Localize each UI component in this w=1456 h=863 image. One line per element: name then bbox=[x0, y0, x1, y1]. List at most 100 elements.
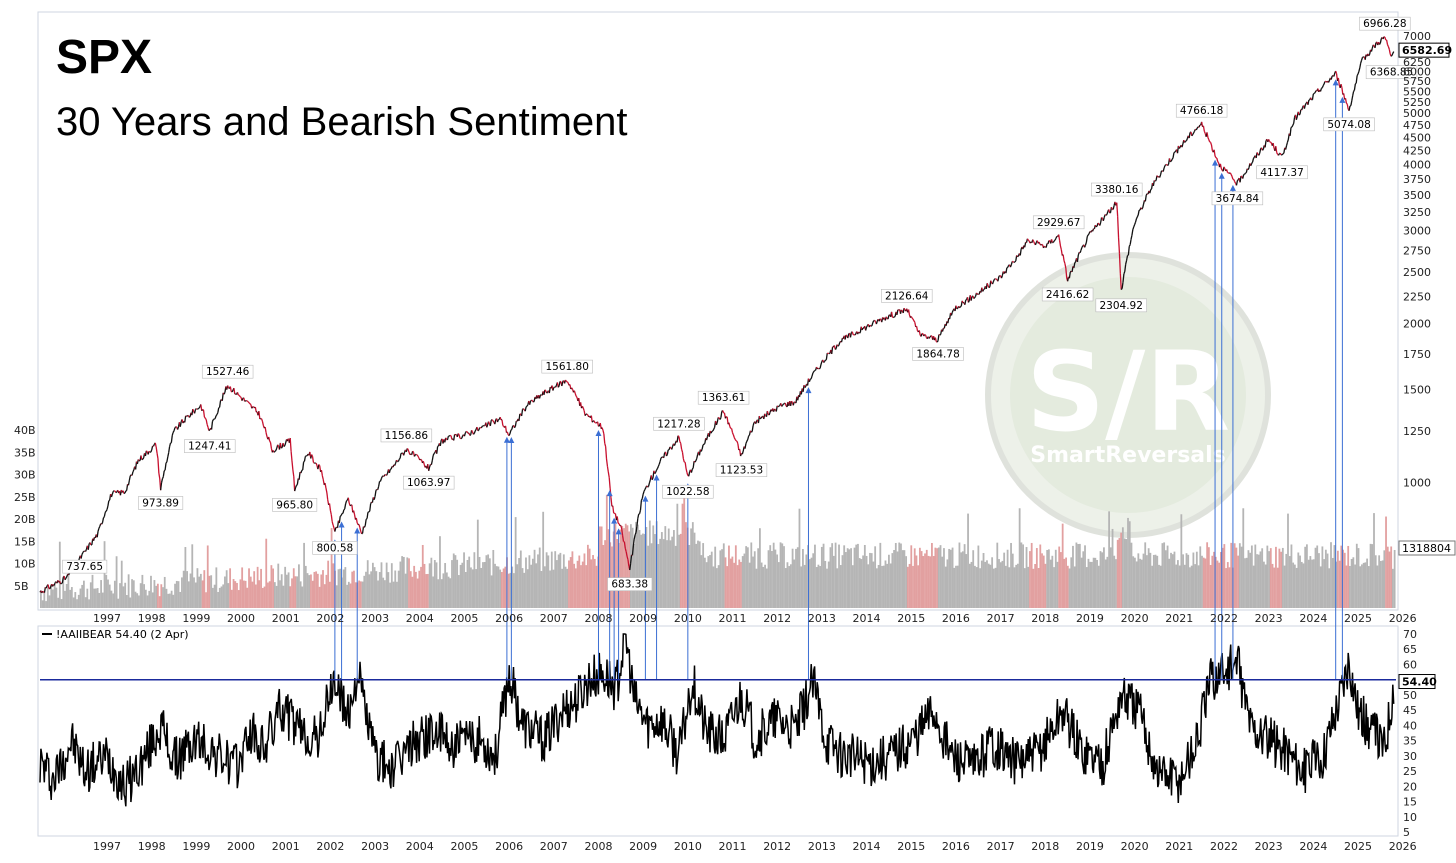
volume-bar bbox=[873, 562, 875, 608]
price-segment bbox=[359, 524, 360, 527]
volume-bar bbox=[1266, 546, 1268, 608]
signal-arrow-head bbox=[607, 490, 613, 496]
volume-bar bbox=[312, 581, 314, 608]
volume-bar bbox=[678, 535, 680, 608]
volume-bar bbox=[1359, 566, 1361, 608]
price-segment bbox=[606, 447, 607, 459]
price-segment bbox=[205, 418, 206, 419]
volume-bar bbox=[769, 545, 771, 608]
price-segment bbox=[720, 418, 721, 420]
volume-bar bbox=[281, 574, 283, 608]
price-segment bbox=[814, 370, 815, 371]
x-tick-label-top: 2023 bbox=[1255, 612, 1283, 625]
volume-bar bbox=[518, 558, 520, 608]
price-segment bbox=[46, 586, 47, 588]
volume-bar bbox=[1031, 543, 1033, 608]
price-segment bbox=[1379, 43, 1380, 44]
volume-bar bbox=[1089, 562, 1091, 608]
volume-bar bbox=[119, 583, 121, 608]
price-segment bbox=[545, 390, 546, 391]
volume-bar bbox=[379, 572, 381, 608]
volume-bar bbox=[776, 555, 778, 608]
volume-bar bbox=[1043, 556, 1045, 608]
price-segment bbox=[98, 528, 99, 531]
sentiment-last-value: 54.40 bbox=[1402, 676, 1437, 689]
volume-bar bbox=[313, 572, 315, 608]
volume-bar bbox=[952, 548, 954, 608]
price-segment bbox=[266, 433, 267, 437]
price-segment bbox=[1093, 229, 1094, 232]
price-segment bbox=[872, 323, 873, 326]
volume-bar bbox=[408, 558, 410, 608]
volume-bar bbox=[575, 568, 577, 608]
volume-bar bbox=[1358, 548, 1360, 608]
volume-bar bbox=[491, 575, 493, 608]
price-segment bbox=[1111, 207, 1112, 209]
signal-arrow-head bbox=[654, 474, 660, 480]
price-tick-label: 1000 bbox=[1403, 476, 1431, 489]
price-segment bbox=[826, 353, 827, 360]
price-segment bbox=[399, 458, 400, 459]
price-segment bbox=[176, 427, 177, 428]
price-tick-label: 1250 bbox=[1403, 425, 1431, 438]
volume-bar bbox=[541, 571, 543, 608]
volume-bar bbox=[885, 560, 887, 608]
volume-bar bbox=[319, 587, 321, 608]
price-segment bbox=[966, 299, 967, 300]
price-segment bbox=[765, 414, 766, 416]
price-segment bbox=[1077, 255, 1078, 262]
volume-bar bbox=[465, 572, 467, 608]
volume-bar bbox=[1304, 547, 1306, 608]
volume-bar bbox=[905, 556, 907, 608]
price-annotation-label: 1063.97 bbox=[407, 477, 450, 489]
volume-bar bbox=[1076, 543, 1078, 608]
volume-bar bbox=[721, 549, 723, 608]
price-segment bbox=[146, 451, 147, 452]
x-tick-label-bottom: 2004 bbox=[406, 840, 434, 853]
price-segment bbox=[316, 463, 317, 466]
x-tick-label-bottom: 2010 bbox=[674, 840, 702, 853]
volume-bar bbox=[1199, 546, 1201, 608]
volume-bar bbox=[589, 549, 591, 608]
price-segment bbox=[1136, 217, 1137, 219]
volume-bar bbox=[1260, 551, 1262, 608]
price-segment bbox=[631, 555, 632, 563]
volume-bar bbox=[40, 590, 42, 608]
volume-bar bbox=[947, 559, 949, 608]
price-segment bbox=[44, 587, 45, 592]
volume-bar bbox=[1124, 538, 1126, 608]
price-segment bbox=[88, 544, 89, 550]
price-segment bbox=[785, 403, 786, 406]
price-segment bbox=[761, 417, 762, 418]
volume-bar bbox=[688, 545, 690, 608]
volume-bar bbox=[307, 573, 309, 608]
price-segment bbox=[395, 463, 396, 466]
chart-title: SPX bbox=[56, 30, 152, 85]
volume-bar bbox=[291, 578, 293, 608]
price-segment bbox=[304, 456, 305, 461]
price-segment bbox=[364, 525, 365, 527]
volume-bar bbox=[186, 571, 188, 608]
volume-bar bbox=[527, 569, 529, 608]
volume-bar bbox=[745, 546, 747, 608]
volume-bar bbox=[682, 504, 684, 608]
signal-arrow-head bbox=[595, 430, 601, 436]
price-segment bbox=[90, 543, 91, 545]
price-segment bbox=[1321, 88, 1322, 89]
x-tick-label-top: 2017 bbox=[987, 612, 1015, 625]
price-segment bbox=[1060, 240, 1061, 246]
price-segment bbox=[983, 290, 984, 292]
price-annotation-label: 1247.41 bbox=[188, 441, 231, 453]
volume-bar bbox=[826, 569, 828, 608]
volume-bar bbox=[499, 570, 501, 608]
volume-bar bbox=[138, 595, 140, 608]
price-segment bbox=[1103, 217, 1104, 221]
price-segment bbox=[495, 420, 496, 424]
price-segment bbox=[993, 281, 994, 284]
price-segment bbox=[97, 531, 98, 537]
price-segment bbox=[635, 533, 636, 535]
volume-bar bbox=[1039, 545, 1041, 608]
volume-bar bbox=[1079, 544, 1081, 608]
price-segment bbox=[158, 459, 159, 473]
volume-bar bbox=[1132, 556, 1134, 608]
